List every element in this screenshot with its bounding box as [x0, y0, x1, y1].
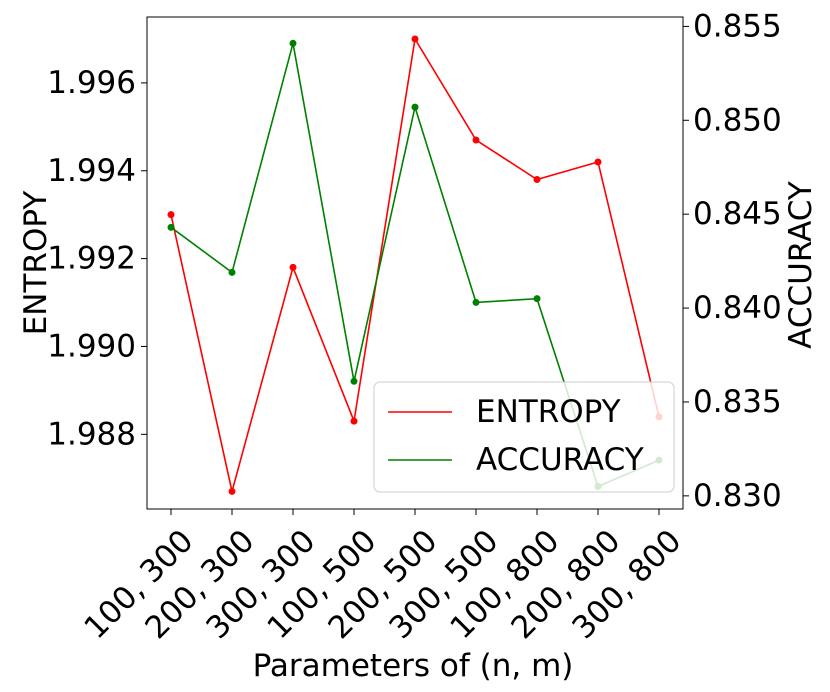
left-tick-label: 1.990	[47, 328, 136, 364]
data-point-entropy-7	[594, 158, 602, 166]
data-point-accuracy-1	[228, 268, 236, 276]
right-tick-label: 0.845	[693, 196, 782, 232]
data-point-accuracy-6	[533, 295, 541, 303]
data-point-accuracy-4	[411, 103, 419, 111]
legend: ENTROPY ACCURACY	[373, 381, 675, 493]
data-point-entropy-2	[289, 263, 297, 271]
legend-box	[373, 381, 675, 493]
right-tick-label: 0.850	[693, 102, 782, 138]
data-point-entropy-4	[411, 35, 419, 43]
right-axis-title: ACCURACY	[783, 181, 819, 349]
x-axis-title: Parameters of (n, m)	[253, 648, 574, 684]
data-point-entropy-5	[472, 136, 480, 144]
right-tick-label: 0.835	[693, 384, 782, 420]
data-point-accuracy-3	[350, 377, 358, 385]
data-point-entropy-3	[350, 417, 358, 425]
legend-label-entropy: ENTROPY	[476, 394, 621, 430]
left-tick-label: 1.992	[47, 241, 136, 277]
right-tick-label: 0.840	[693, 290, 782, 326]
data-point-accuracy-2	[289, 39, 297, 47]
data-point-entropy-0	[167, 211, 175, 219]
left-tick-label: 1.996	[47, 65, 136, 101]
left-tick-label: 1.988	[47, 416, 136, 452]
data-point-entropy-6	[533, 176, 541, 184]
data-point-accuracy-5	[472, 298, 480, 306]
legend-label-accuracy: ACCURACY	[476, 442, 644, 478]
axes-layer: 1.988 1.990 1.992 1.994 1.996 0.830 0.835 0.840…	[18, 8, 819, 684]
right-tick-label: 0.830	[693, 478, 782, 514]
left-tick-label: 1.994	[47, 153, 136, 189]
data-point-entropy-1	[228, 487, 236, 495]
left-axis-title: ENTROPY	[18, 191, 54, 336]
right-tick-label: 0.855	[693, 8, 782, 44]
data-point-accuracy-0	[167, 223, 175, 231]
